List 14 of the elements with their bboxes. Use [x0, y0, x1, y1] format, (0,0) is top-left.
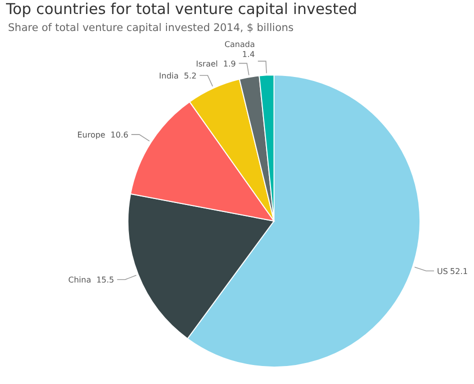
- slice-label: Israel: [196, 59, 218, 68]
- slice-label: US: [437, 266, 448, 276]
- slice-label: Europe: [77, 130, 106, 140]
- slice-label: India: [159, 71, 179, 80]
- chart-subtitle: Share of total venture capital invested 2014, $ billions: [8, 22, 294, 34]
- chart-title: Top countries for total venture capital invested: [5, 0, 358, 18]
- data-label: 1.4: [242, 50, 255, 60]
- slice-label: Canada: [224, 40, 255, 50]
- data-label: 10.6: [110, 130, 128, 140]
- slice-label: China: [68, 276, 92, 285]
- data-label: 1.9: [223, 59, 236, 68]
- data-label: 5.2: [184, 71, 197, 80]
- data-label: 15.5: [96, 276, 114, 285]
- data-label: 52.1: [450, 266, 468, 276]
